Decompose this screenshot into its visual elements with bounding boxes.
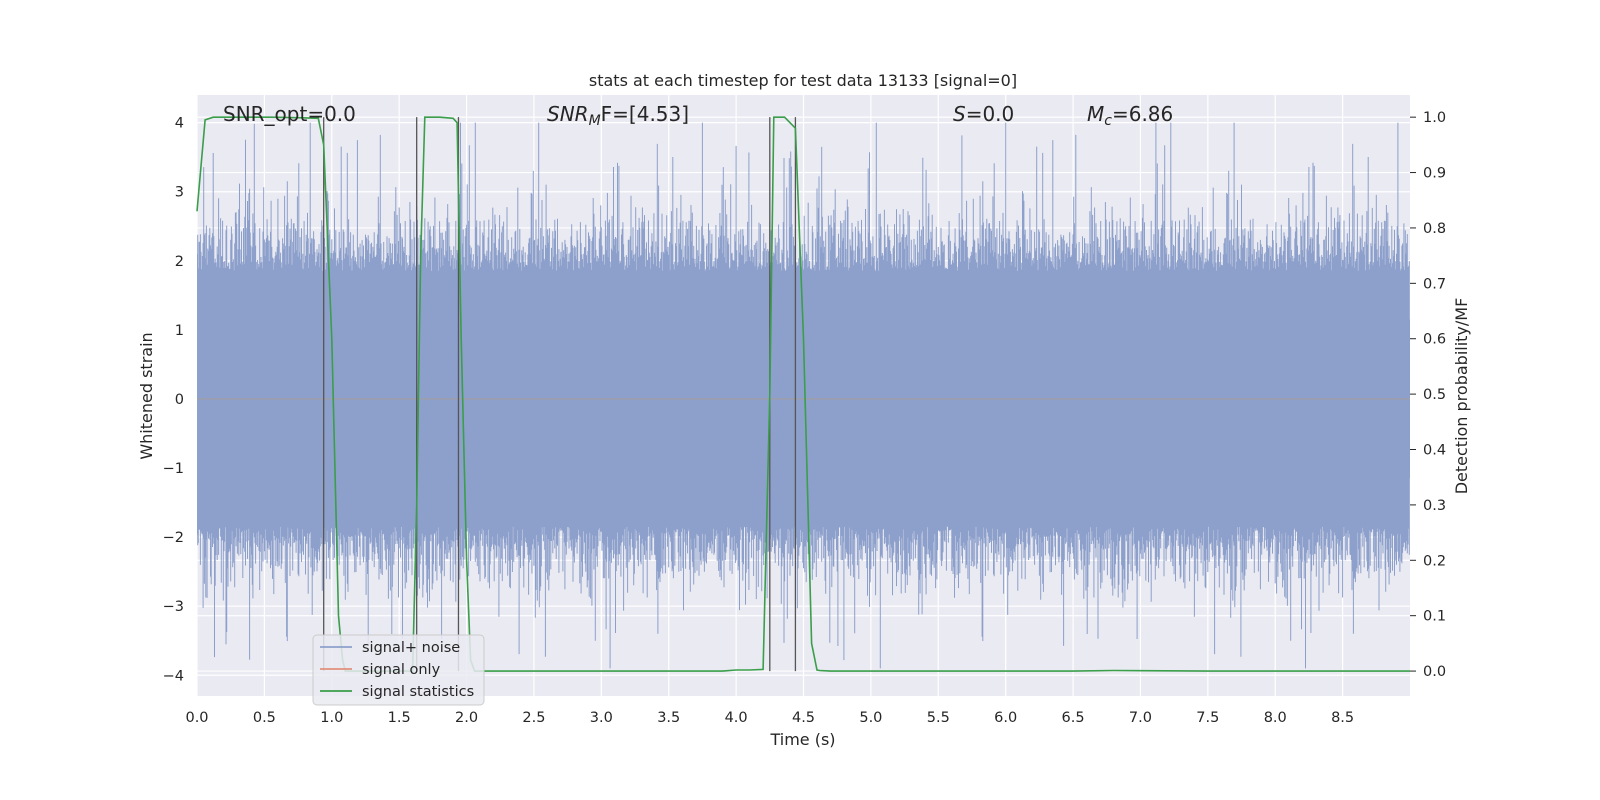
y-right-tick-label-4: 0.6 — [1423, 332, 1446, 348]
y-tick-label-8: −4 — [163, 668, 184, 684]
y-axis-label: Whitened strain — [137, 332, 156, 459]
x-axis-ticks: 0.0 0.5 1.0 1.5 2.0 2.5 3.0 3.5 4.0 4.5 5.0 5.5 6.0 6… — [185, 710, 1354, 726]
x-tick-label-14: 7.0 — [1129, 710, 1152, 726]
legend-label-signal-noise: signal+ noise — [362, 640, 460, 656]
x-tick-label-7: 3.5 — [657, 710, 680, 726]
x-axis-label: Time (s) — [769, 730, 835, 749]
series-signal-statistics — [196, 116, 1410, 672]
x-tick-label-15: 7.5 — [1196, 710, 1219, 726]
annotation-snr-opt: SNR_opt=0.0 — [223, 102, 356, 126]
annotation-mc: Mc=6.86 — [1087, 102, 1173, 129]
annotation-snr-mf: SNRMF=[4.53] — [547, 102, 689, 129]
y-right-tick-label-7: 0.3 — [1423, 498, 1446, 514]
annotation-snr-mf-main: SNR — [547, 102, 589, 126]
y-tick-label-1: 3 — [175, 185, 184, 201]
annotation-snr-mf-rest: F=[4.53] — [601, 102, 689, 126]
annotation-mc-main: M — [1087, 102, 1104, 126]
x-tick-label-13: 6.5 — [1062, 710, 1085, 726]
x-tick-label-10: 5.0 — [859, 710, 882, 726]
y-axis-ticks: 4 3 2 1 0 −1 −2 −3 −4 — [163, 116, 184, 685]
legend-box — [312, 634, 485, 706]
x-tick-label-11: 5.5 — [927, 710, 950, 726]
y-tick-label-5: −1 — [163, 461, 184, 477]
y-right-tick-label-3: 0.7 — [1423, 276, 1446, 292]
x-tick-label-9: 4.5 — [792, 710, 815, 726]
x-tick-label-12: 6.0 — [994, 710, 1017, 726]
y-right-tick-label-1: 0.9 — [1423, 166, 1446, 182]
y-right-tick-label-9: 0.1 — [1423, 609, 1446, 625]
annotation-mc-sub: c — [1104, 113, 1112, 129]
x-tick-label-17: 8.5 — [1331, 710, 1354, 726]
chart-title: stats at each timestep for test data 131… — [589, 71, 1017, 90]
x-tick-label-3: 1.5 — [388, 710, 411, 726]
y-right-tick-label-2: 0.8 — [1423, 221, 1446, 237]
y-tick-label-6: −2 — [163, 530, 184, 546]
y-right-tick-label-6: 0.4 — [1423, 443, 1446, 459]
x-tick-label-0: 0.0 — [185, 710, 208, 726]
annotation-s-rest: =0.0 — [966, 102, 1015, 126]
y-right-axis-ticks: 1.0 0.9 0.8 0.7 0.6 0.5 0.4 0.3 0.2 0.1 0.0 — [1410, 110, 1446, 680]
y-right-tick-label-8: 0.2 — [1423, 553, 1446, 569]
annotation-s-main: S — [953, 102, 966, 126]
y-tick-label-2: 2 — [175, 254, 184, 270]
y-tick-label-4: 0 — [175, 392, 184, 408]
y-tick-label-3: 1 — [175, 323, 184, 339]
legend-label-signal-only: signal only — [362, 662, 441, 678]
x-tick-label-5: 2.5 — [522, 710, 545, 726]
legend: signal+ noise signal only signal statist… — [312, 634, 485, 706]
y-right-tick-label-5: 0.5 — [1423, 387, 1446, 403]
annotation-snr-mf-sub: M — [589, 113, 601, 129]
y-right-tick-label-10: 0.0 — [1423, 664, 1446, 680]
annotation-mc-rest: =6.86 — [1112, 102, 1173, 126]
y-right-tick-label-0: 1.0 — [1423, 110, 1446, 126]
y-tick-label-0: 4 — [175, 116, 184, 132]
x-tick-label-2: 1.0 — [320, 710, 343, 726]
x-tick-label-16: 8.0 — [1264, 710, 1287, 726]
x-tick-label-6: 3.0 — [590, 710, 613, 726]
y-tick-label-7: −3 — [163, 599, 184, 615]
x-tick-label-1: 0.5 — [253, 710, 276, 726]
annotation-s: S=0.0 — [953, 102, 1014, 126]
x-tick-label-4: 2.0 — [455, 710, 478, 726]
x-tick-label-8: 4.0 — [725, 710, 748, 726]
legend-label-signal-statistics: signal statistics — [362, 684, 474, 700]
y-right-axis-label: Detection probability/MF — [1452, 298, 1471, 495]
